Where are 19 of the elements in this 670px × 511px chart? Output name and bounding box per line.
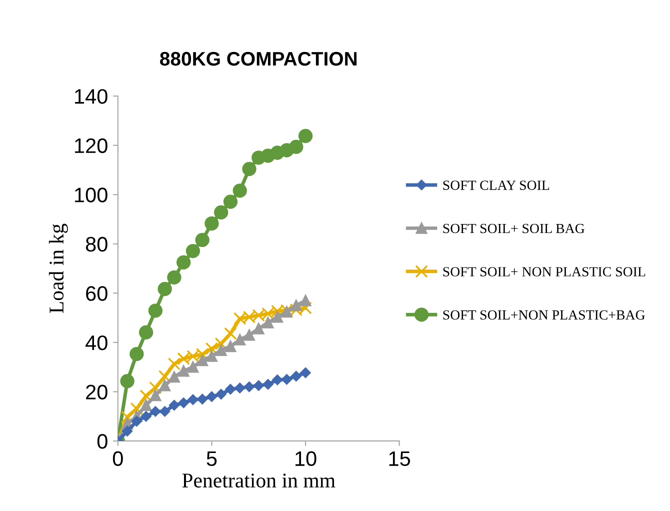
y-tick-label: 120 <box>75 138 108 154</box>
x-tick-label: 0 <box>112 451 123 466</box>
legend-label: SOFT SOIL+ NON PLASTIC SOIL <box>443 267 646 276</box>
y-tick-label: 60 <box>86 286 108 301</box>
x-tick-label: 10 <box>296 451 316 466</box>
y-tick-label: 0 <box>97 434 108 449</box>
y-tick-label: 140 <box>75 89 108 104</box>
y-tick-label: 40 <box>86 335 108 350</box>
y-tick-label: 100 <box>75 188 108 202</box>
y-tick-label: 20 <box>86 384 108 400</box>
chart-title: 880KG COMPACTION <box>160 52 357 66</box>
y-axis-title: Load in kg <box>48 224 68 314</box>
x-tick-label: 5 <box>206 451 217 466</box>
legend-label: SOFT CLAY SOIL <box>443 180 550 190</box>
x-axis-title: Penetration in mm <box>182 474 336 488</box>
legend-label: SOFT SOIL+ SOIL BAG <box>443 224 584 234</box>
x-tick-label: 15 <box>389 451 410 466</box>
legend-label: SOFT SOIL+NON PLASTIC+BAG <box>443 310 645 320</box>
y-tick-label: 80 <box>86 236 108 252</box>
